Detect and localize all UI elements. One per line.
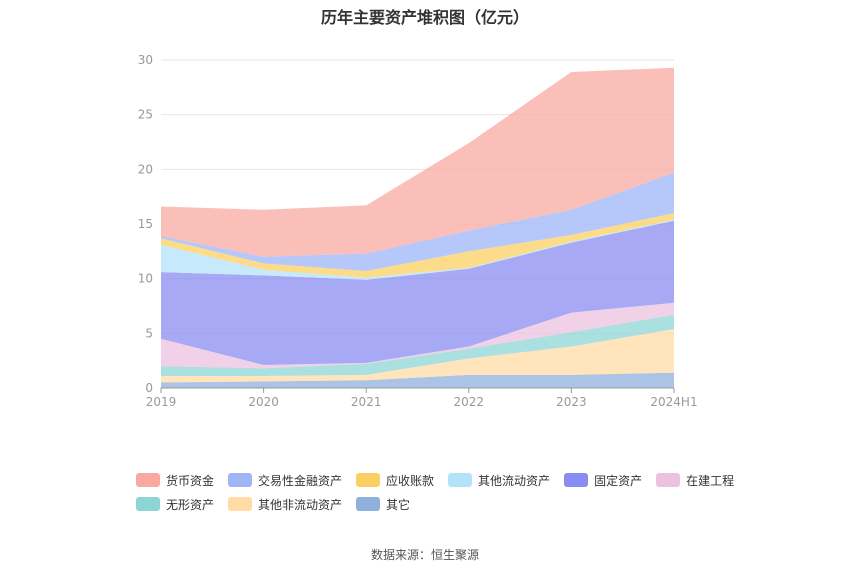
legend-label: 其他流动资产: [478, 473, 551, 488]
legend-label: 其它: [386, 497, 411, 512]
legend-item[interactable]: 应收账款: [356, 472, 434, 488]
area-series: [161, 67, 674, 257]
legend-item[interactable]: 在建工程: [656, 472, 734, 488]
area-series: [161, 172, 674, 271]
x-tick-label: 2024H1: [650, 395, 697, 409]
y-tick-label: 30: [138, 53, 153, 67]
legend-label: 其他非流动资产: [258, 497, 343, 512]
legend-label: 在建工程: [686, 473, 735, 488]
legend-swatch: [356, 473, 381, 487]
area-series: [161, 213, 674, 278]
x-tick-label: 2019: [146, 395, 177, 409]
legend-item[interactable]: 其他流动资产: [448, 472, 550, 488]
legend-swatch: [448, 473, 473, 487]
y-tick-label: 0: [145, 381, 153, 395]
chart-title: 历年主要资产堆积图（亿元）: [320, 8, 529, 27]
data-source: 数据来源：恒生聚源: [370, 548, 479, 562]
x-tick-label: 2020: [248, 395, 279, 409]
stacked-area-chart: 0 5 10 15 20 25 30 2019 2020 2021 2022 2023 2024H1: [138, 53, 698, 409]
legend-swatch: [356, 497, 381, 511]
y-tick-label: 10: [138, 272, 153, 286]
legend-item[interactable]: 其它: [356, 496, 410, 512]
y-tick-label: 5: [145, 326, 153, 340]
legend-swatch: [656, 473, 681, 487]
legend-item[interactable]: 交易性金融资产: [228, 472, 342, 488]
legend-label: 交易性金融资产: [258, 473, 343, 488]
legend-swatch: [228, 497, 253, 511]
legend-swatch: [564, 473, 589, 487]
legend-swatch: [136, 473, 160, 487]
area-series: [161, 220, 674, 365]
legend-label: 固定资产: [594, 473, 643, 488]
area-series: [161, 302, 674, 369]
chart-legend: 货币资金 交易性金融资产 应收账款 其他流动资产 固定资产 在建工程无形资产 其他非流动资产…: [136, 472, 776, 512]
legend-item[interactable]: 无形资产: [136, 496, 214, 512]
legend-swatch: [228, 473, 253, 487]
legend-label: 无形资产: [166, 497, 215, 512]
legend-item[interactable]: 其他非流动资产: [228, 496, 342, 512]
area-series: [161, 372, 674, 388]
x-tick-label: 2022: [454, 395, 485, 409]
legend-label: 货币资金: [166, 473, 215, 488]
legend-label: 应收账款: [386, 473, 435, 488]
y-tick-label: 20: [138, 162, 153, 176]
x-tick-label: 2023: [556, 395, 587, 409]
area-series: [161, 329, 674, 383]
x-tick-label: 2021: [351, 395, 382, 409]
area-series: [161, 314, 674, 376]
legend-swatch: [136, 497, 160, 511]
y-tick-label: 15: [138, 217, 153, 231]
y-tick-label: 25: [138, 108, 153, 122]
legend-item[interactable]: 货币资金: [136, 472, 214, 488]
legend-item[interactable]: 固定资产: [564, 472, 642, 488]
